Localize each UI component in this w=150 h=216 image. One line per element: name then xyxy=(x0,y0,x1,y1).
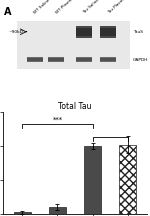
Bar xyxy=(14,213,31,214)
Text: WT Saline: WT Saline xyxy=(33,0,51,15)
Bar xyxy=(48,57,64,62)
Text: Tau Plasma: Tau Plasma xyxy=(107,0,127,15)
Text: GAPDH: GAPDH xyxy=(133,58,148,62)
Bar xyxy=(100,36,116,38)
Bar xyxy=(100,57,116,62)
Bar xyxy=(27,61,43,62)
Bar xyxy=(76,61,92,62)
Title: Total Tau: Total Tau xyxy=(58,102,92,111)
Text: A: A xyxy=(4,7,12,17)
Bar xyxy=(49,207,66,214)
Bar xyxy=(119,145,136,214)
Bar xyxy=(100,26,116,28)
Text: TauS: TauS xyxy=(133,30,143,34)
Bar xyxy=(27,57,43,62)
Bar xyxy=(48,61,64,62)
Text: WT Plasma: WT Plasma xyxy=(55,0,74,15)
Text: ***: *** xyxy=(52,117,63,123)
Bar xyxy=(84,146,101,214)
Text: ~90kD: ~90kD xyxy=(8,30,23,34)
Bar xyxy=(76,26,92,28)
Bar xyxy=(27,57,43,58)
Bar xyxy=(76,36,92,38)
FancyBboxPatch shape xyxy=(17,21,130,69)
Bar xyxy=(100,26,116,38)
Text: Tau Saline: Tau Saline xyxy=(82,0,100,15)
Bar xyxy=(48,57,64,58)
Bar xyxy=(76,57,92,58)
Bar xyxy=(76,26,92,38)
Bar xyxy=(100,61,116,62)
Bar xyxy=(100,57,116,58)
Bar xyxy=(76,57,92,62)
